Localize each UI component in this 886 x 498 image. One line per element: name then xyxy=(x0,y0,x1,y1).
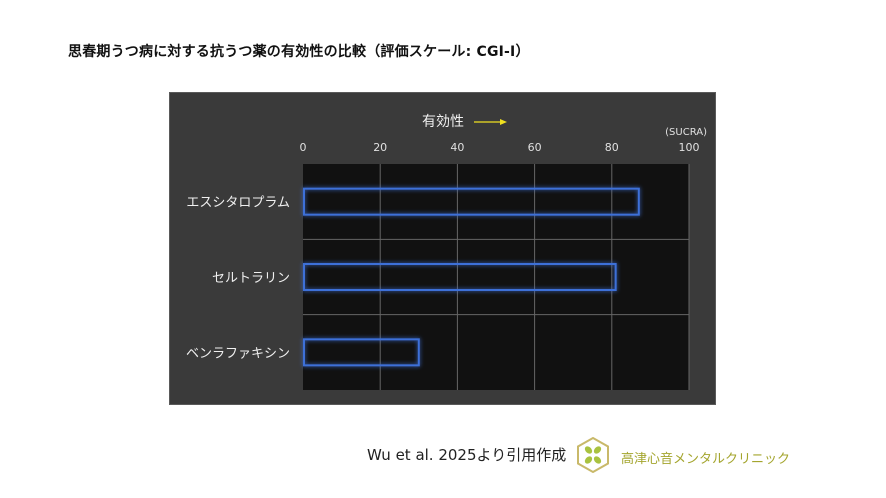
bar xyxy=(303,187,640,216)
x-tick-label: 100 xyxy=(679,141,700,154)
x-tick-label: 60 xyxy=(528,141,542,154)
plot-area xyxy=(303,164,689,390)
page-title: 思春期うつ病に対する抗うつ薬の有効性の比較（評価スケール: CGI-I） xyxy=(68,44,530,60)
logo-hexagon xyxy=(577,437,609,473)
clinic-logo-icon xyxy=(577,437,609,473)
category-label: エスシタロプラム xyxy=(186,196,290,211)
x-tick-label: 80 xyxy=(605,141,619,154)
axis-arrow-head xyxy=(500,119,507,125)
x-tick-label: 20 xyxy=(373,141,387,154)
bar xyxy=(303,263,617,291)
x-tick-label: 40 xyxy=(450,141,464,154)
category-label: ベンラファキシン xyxy=(186,346,290,361)
unit-label: (SUCRA) xyxy=(665,127,707,138)
citation: Wu et al. 2025より引用作成 xyxy=(367,446,567,464)
clinic-name: 高津心音メンタルクリニック xyxy=(621,452,791,467)
category-label: セルトラリン xyxy=(212,271,290,286)
bar xyxy=(303,338,420,367)
chart-panel: 0 20 40 60 80 100 エスシタロプラムセルトラリンベンラファキシン 有効性 (SU… xyxy=(169,92,716,405)
x-tick-label: 0 xyxy=(300,141,307,154)
axis-title: 有効性 xyxy=(422,114,464,130)
logo-leaves xyxy=(584,446,602,464)
